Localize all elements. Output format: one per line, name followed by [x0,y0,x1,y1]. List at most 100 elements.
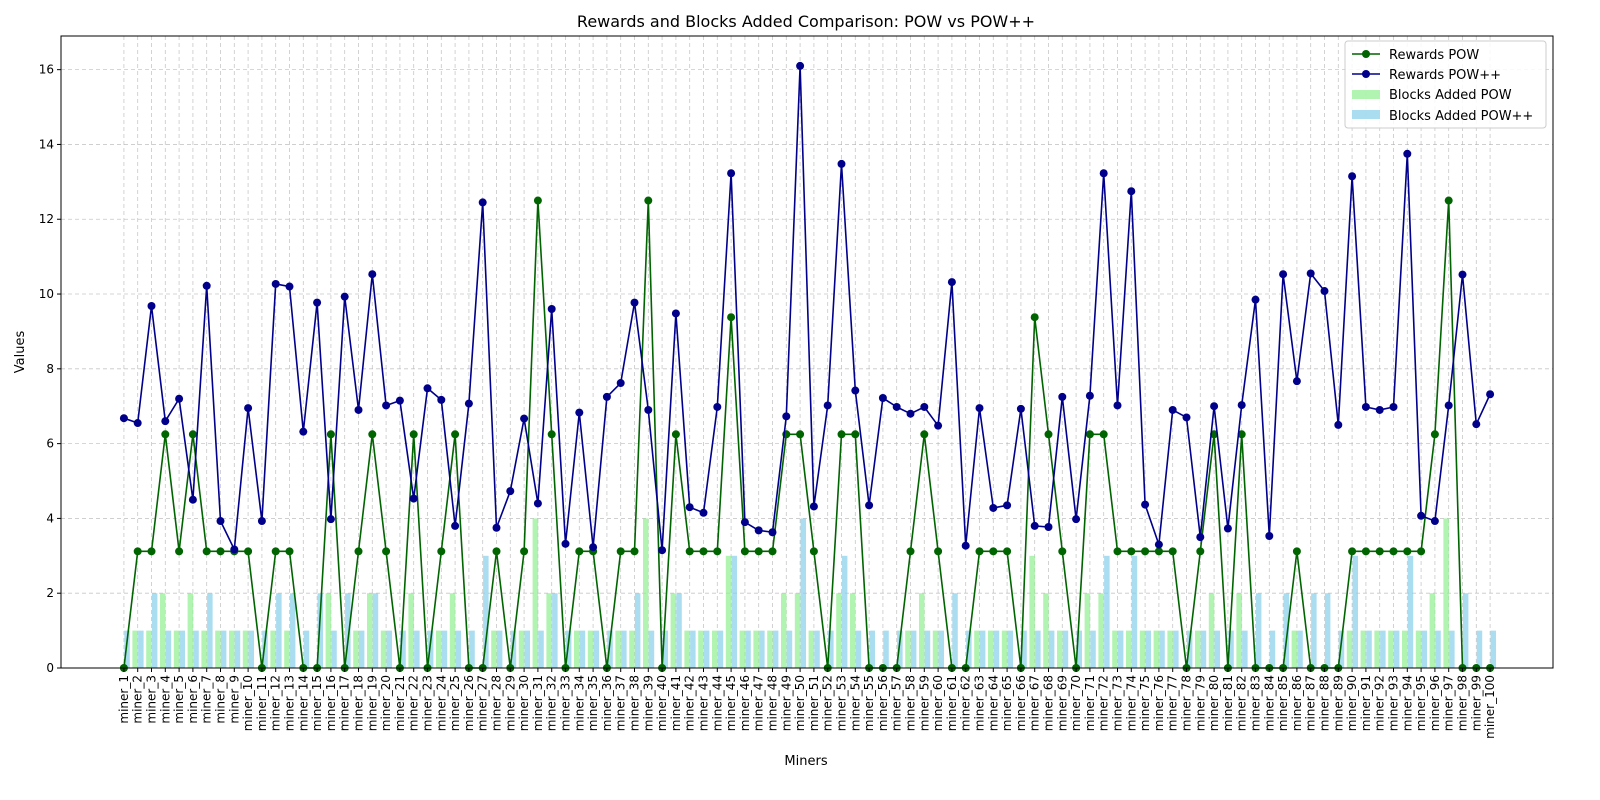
point-rewards-powpp [1072,515,1081,524]
bar-blocks-added-powpp [317,593,323,668]
bar-blocks-added-pow [242,630,249,668]
y-tick-label: 16 [39,63,54,77]
x-tick-label: miner_18 [352,675,366,731]
point-rewards-powpp [437,395,446,404]
bar-blocks-added-pow [739,630,746,668]
bar-blocks-added-powpp [855,630,862,668]
x-tick-label: miner_49 [779,675,793,731]
point-rewards-powpp [1003,501,1012,510]
bar-blocks-added-pow [229,630,235,668]
bar-blocks-added-powpp [1104,555,1110,668]
point-rewards-pow [1417,547,1426,556]
x-tick-label: miner_30 [517,675,531,731]
bar-blocks-added-pow [1374,630,1380,668]
point-rewards-powpp [1472,420,1481,429]
x-tick-label: miner_29 [503,675,517,731]
bar-blocks-added-powpp [386,630,392,668]
point-rewards-pow [575,547,584,556]
point-rewards-powpp [616,379,625,388]
x-tick-label: miner_54 [848,675,862,731]
x-tick-label: miner_43 [697,675,711,731]
bar-blocks-added-powpp [731,555,737,668]
point-rewards-pow [354,547,363,556]
point-rewards-pow [133,547,142,556]
x-tick-label: miner_63 [973,675,987,731]
bar-blocks-added-pow [353,630,359,668]
bar-blocks-added-pow [698,630,704,668]
x-tick-label: miner_78 [1180,675,1194,731]
x-tick-label: miner_42 [683,675,697,731]
bar-blocks-added-powpp [662,630,668,668]
point-rewards-pow [727,313,736,322]
bar-blocks-added-powpp [800,518,806,668]
x-tick-label: miner_26 [462,675,476,731]
x-tick-label: miner_96 [1428,675,1442,731]
point-rewards-pow [685,547,694,556]
bar-blocks-added-pow [546,593,552,668]
bar-blocks-added-pow [767,630,773,668]
bar-blocks-added-pow [518,630,525,668]
point-rewards-pow [1085,430,1094,439]
bar-blocks-added-pow [1057,630,1063,668]
x-tick-label: miner_76 [1152,675,1166,731]
point-rewards-powpp [1058,392,1067,401]
bar-blocks-added-pow [325,593,332,668]
point-rewards-powpp [1168,405,1177,414]
point-rewards-powpp [257,517,266,526]
point-rewards-powpp [161,417,170,426]
point-rewards-pow [382,547,391,556]
bar-blocks-added-powpp [676,593,682,668]
x-tick-label: miner_51 [807,675,821,731]
legend-label-rewards-powpp: Rewards POW++ [1389,68,1501,83]
bar-blocks-added-powpp [1131,555,1138,668]
bar-blocks-added-powpp [1021,630,1027,668]
y-tick-label: 10 [39,287,54,301]
x-tick-label: miner_15 [310,675,324,731]
point-rewards-powpp [1361,402,1370,411]
bar-blocks-added-powpp [1380,630,1386,668]
bar-blocks-added-powpp [1407,555,1414,668]
x-tick-label: miner_72 [1097,675,1111,731]
point-rewards-pow [1113,547,1122,556]
x-tick-label: miner_13 [283,675,297,731]
x-tick-label: miner_37 [614,675,628,731]
bar-blocks-added-pow [1112,630,1118,668]
x-tick-label: miner_33 [559,675,573,731]
x-tick-label: miner_73 [1111,675,1125,731]
x-tick-label: miner_5 [172,675,186,724]
bar-blocks-added-pow [615,630,621,668]
bar-blocks-added-powpp [841,555,848,668]
point-rewards-pow [1099,430,1108,439]
bar-blocks-added-powpp [496,630,503,668]
point-rewards-pow [1127,547,1136,556]
point-rewards-powpp [989,503,998,512]
point-rewards-pow [616,547,625,556]
bar-blocks-added-pow [1043,593,1049,668]
bar-blocks-added-powpp [1214,630,1220,668]
x-tick-label: miner_85 [1276,675,1290,731]
point-rewards-pow [520,547,529,556]
bar-blocks-added-powpp [220,630,227,668]
x-tick-label: miner_92 [1373,675,1387,731]
point-rewards-powpp [340,292,349,301]
y-tick-label: 6 [46,437,54,451]
x-tick-label: miner_87 [1304,675,1318,731]
bar-blocks-added-pow [1388,630,1394,668]
bar-blocks-added-powpp [648,630,655,668]
y-axis: 0 2 4 6 8 10 12 14 16 [39,63,61,675]
x-tick-label: miner_39 [641,675,655,731]
point-rewards-powpp [1237,401,1246,410]
x-tick-label: miner_97 [1442,675,1456,731]
x-tick-label: miner_7 [200,675,214,724]
bar-blocks-added-pow [753,630,759,668]
bar-blocks-added-powpp [331,630,337,668]
x-tick-label: miner_55 [862,675,876,731]
bar-blocks-added-powpp [690,630,696,668]
legend-entry-rewards-pow: Rewards POW [1352,48,1479,63]
x-tick-label: miner_75 [1138,675,1152,731]
bar-blocks-added-powpp [289,593,296,668]
legend-marker-rewards-powpp [1362,70,1370,78]
bar-blocks-added-powpp [593,630,599,668]
bar-blocks-added-powpp [938,630,944,668]
bar-blocks-added-powpp [1490,630,1496,668]
